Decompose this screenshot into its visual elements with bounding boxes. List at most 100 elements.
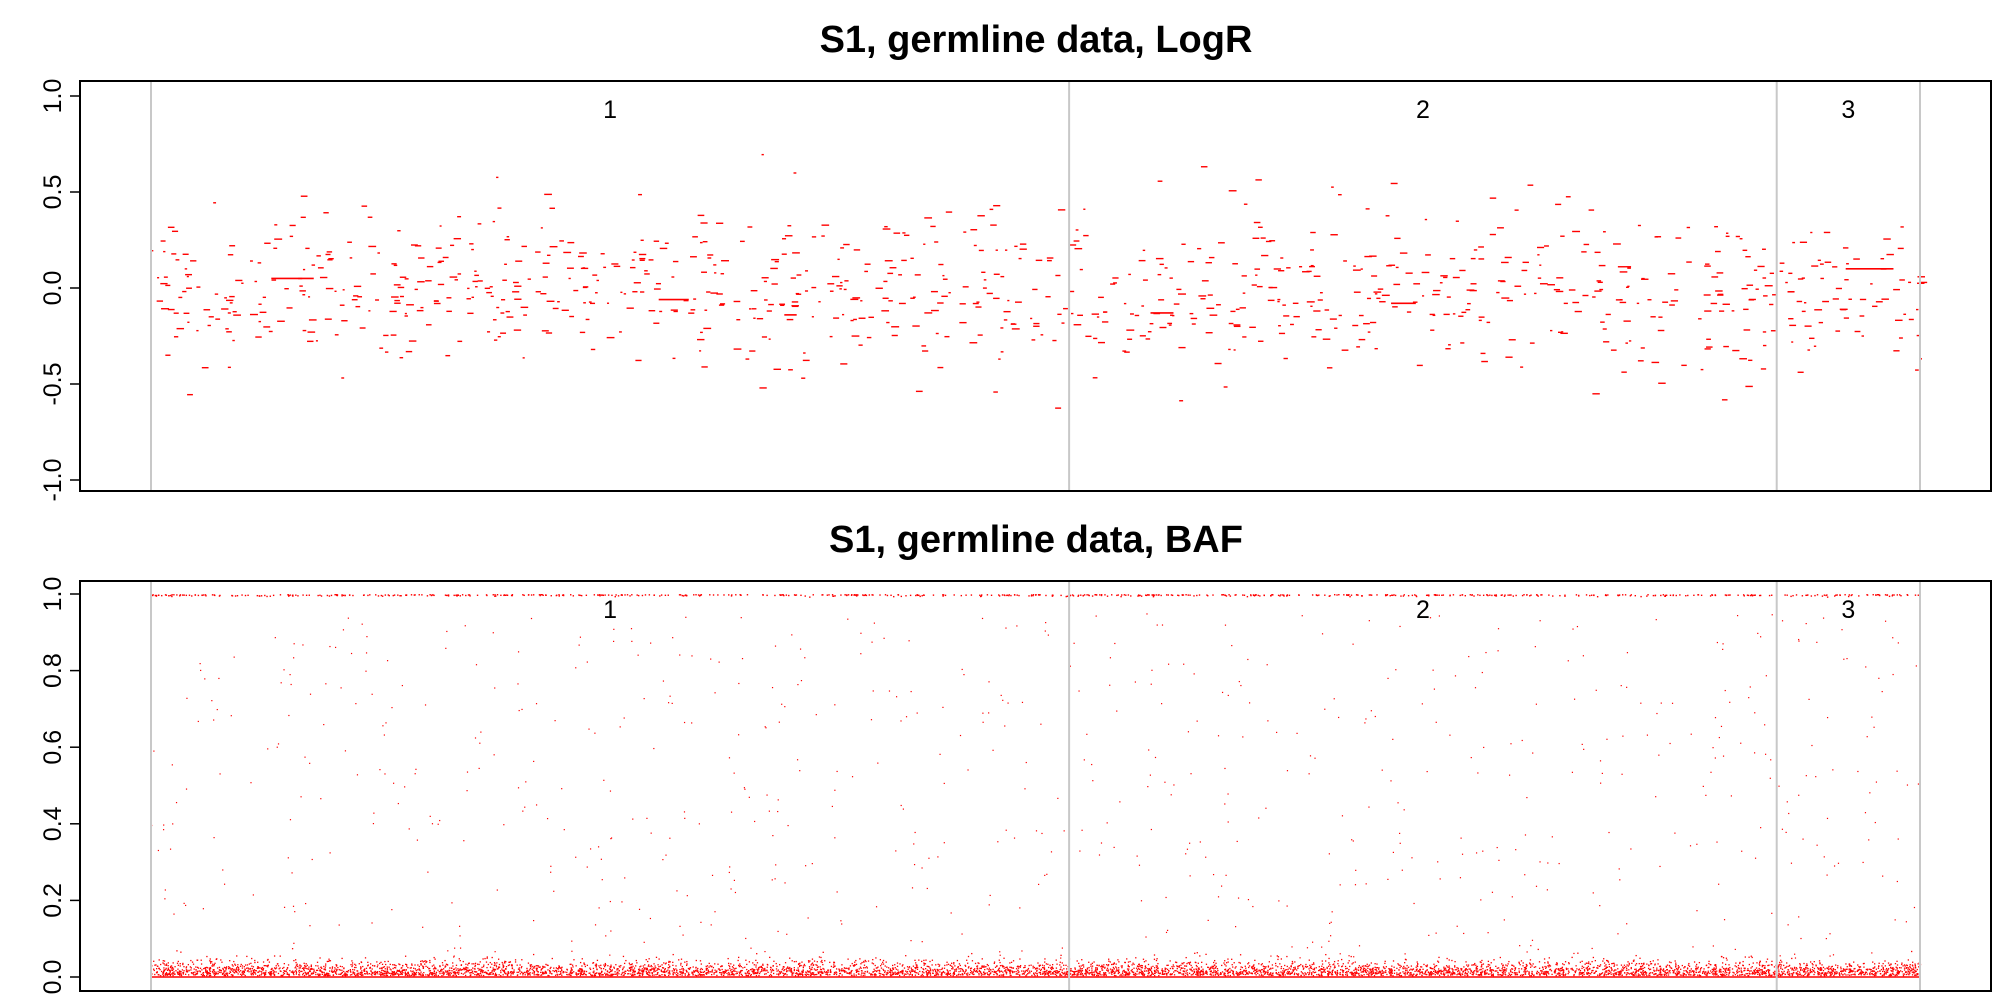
- baf-point: [1189, 961, 1192, 963]
- baf-point: [1223, 972, 1225, 974]
- baf-point: [467, 967, 469, 969]
- baf-point: [780, 971, 783, 973]
- baf-point: [1834, 969, 1837, 971]
- logr-point: [595, 292, 598, 294]
- baf-point: [405, 963, 408, 966]
- logr-point: [171, 230, 179, 233]
- logr-point: [1390, 182, 1398, 185]
- baf-point: [797, 975, 799, 977]
- baf-point: [1314, 971, 1317, 973]
- baf-point: [1666, 969, 1668, 971]
- logr-point: [474, 270, 477, 272]
- baf-point: [1688, 965, 1691, 967]
- baf-point: [1197, 969, 1199, 971]
- logr-point: [1255, 274, 1258, 276]
- logr-point: [852, 297, 861, 299]
- baf-point: [529, 965, 532, 967]
- baf-point: [771, 970, 773, 972]
- logr-point: [931, 309, 939, 312]
- baf-point: [435, 971, 438, 974]
- logr-point: [1725, 232, 1729, 234]
- baf-point: [1688, 974, 1690, 976]
- baf-point: [262, 969, 264, 971]
- baf-point: [1906, 964, 1908, 967]
- baf-point: [1831, 965, 1834, 968]
- baf-point: [1255, 974, 1257, 976]
- baf-point: [1694, 968, 1697, 970]
- baf-point: [1483, 972, 1486, 974]
- logr-point: [1085, 335, 1092, 338]
- baf-point: [1261, 963, 1263, 965]
- baf-point: [1492, 969, 1494, 972]
- baf-point: [1355, 970, 1358, 972]
- baf-point: [620, 964, 622, 967]
- baf-point: [1288, 971, 1291, 973]
- logr-point: [326, 251, 333, 253]
- baf-point: [1480, 973, 1482, 975]
- baf-point: [1306, 965, 1309, 968]
- logr-point: [1547, 284, 1555, 286]
- baf-point: [1044, 972, 1047, 975]
- baf-point: [1709, 972, 1711, 975]
- logr-point: [1605, 313, 1611, 316]
- baf-point: [1835, 973, 1837, 975]
- baf-point: [1333, 960, 1336, 963]
- baf-point: [553, 967, 555, 969]
- baf-point: [1510, 973, 1513, 976]
- baf-point: [1033, 972, 1035, 975]
- baf-point: [517, 968, 520, 970]
- baf-point: [807, 960, 810, 962]
- baf-point: [279, 967, 281, 969]
- baf-point: [431, 973, 433, 975]
- logr-point: [1233, 325, 1241, 328]
- logr-point: [1139, 335, 1146, 337]
- baf-point: [257, 971, 259, 973]
- baf-point: [998, 959, 1000, 961]
- baf-point: [343, 973, 345, 976]
- baf-point: [502, 970, 505, 972]
- baf-point: [1096, 967, 1098, 969]
- baf-point: [1282, 974, 1284, 977]
- logr-point: [469, 243, 474, 245]
- baf-point: [1363, 974, 1365, 976]
- baf-point: [1475, 966, 1478, 968]
- baf-point: [537, 965, 540, 967]
- logr-point: [175, 259, 180, 261]
- logr-point: [653, 240, 660, 242]
- logr-point: [998, 358, 1001, 360]
- baf-point: [482, 974, 485, 977]
- baf-point: [1448, 972, 1451, 974]
- baf-point: [1638, 974, 1640, 976]
- baf-point: [1543, 971, 1545, 973]
- baf-point: [906, 966, 909, 968]
- baf-point: [1525, 967, 1527, 970]
- baf-point: [1398, 964, 1400, 966]
- baf-point: [658, 974, 660, 977]
- logr-point: [1489, 197, 1497, 199]
- logr-point: [1000, 351, 1004, 353]
- baf-point: [298, 967, 300, 969]
- baf-point: [401, 970, 403, 972]
- baf-point: [1792, 968, 1794, 970]
- baf-point: [1195, 973, 1197, 976]
- baf-point: [962, 969, 964, 972]
- baf-point: [537, 974, 540, 976]
- logr-point: [1908, 318, 1914, 321]
- baf-point: [1884, 972, 1886, 975]
- logr-point: [1600, 321, 1605, 323]
- logr-point: [1191, 323, 1196, 325]
- logr-point: [563, 251, 572, 254]
- baf-point: [978, 974, 980, 976]
- baf-point: [1247, 963, 1249, 965]
- baf-point: [1903, 967, 1906, 969]
- logr-point: [644, 270, 648, 272]
- baf-point: [162, 973, 164, 976]
- baf-point: [1725, 957, 1728, 959]
- logr-point: [305, 247, 310, 250]
- baf-point: [309, 974, 311, 976]
- logr-point: [457, 340, 463, 343]
- logr-point: [165, 284, 171, 287]
- baf-point: [495, 966, 498, 968]
- baf-point: [1202, 974, 1204, 976]
- baf-point: [1030, 964, 1032, 966]
